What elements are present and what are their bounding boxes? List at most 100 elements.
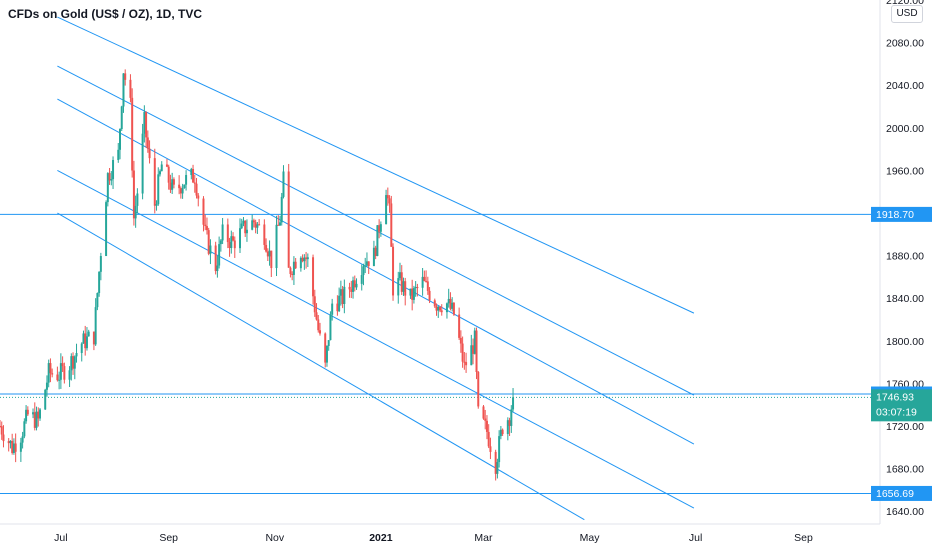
candle-body <box>94 307 97 345</box>
candle-body <box>263 224 266 245</box>
currency-button[interactable]: USD <box>891 5 923 23</box>
candle-body <box>9 440 12 444</box>
y-tick-label: 2040.00 <box>886 80 924 92</box>
candle-body <box>459 337 462 344</box>
candle-body <box>364 265 367 267</box>
price-line-tag <box>871 206 932 222</box>
candle-body <box>385 195 388 225</box>
candle-body <box>68 370 71 380</box>
candle-body <box>411 288 414 300</box>
candle-body <box>463 361 466 363</box>
candle-body <box>106 173 109 203</box>
time-axis: Jul Sep Nov 2021 Mar May Jul Sep <box>54 532 813 544</box>
candle-body <box>146 137 149 149</box>
candle-body <box>510 409 513 426</box>
candle-body <box>221 224 224 241</box>
candle-body <box>84 333 87 349</box>
candle-body <box>80 343 83 354</box>
candle-body <box>449 298 452 309</box>
candle-body <box>47 363 50 383</box>
candle-body <box>277 224 280 226</box>
candle-body <box>275 224 278 269</box>
candle-body <box>119 129 121 150</box>
candle-body <box>0 426 1 428</box>
candle-body <box>35 411 38 428</box>
candle-body <box>254 222 257 228</box>
candle-body <box>397 278 400 296</box>
y-tick-label: 1720.00 <box>886 421 924 433</box>
candle-body <box>75 353 78 357</box>
candle-body <box>214 245 217 272</box>
candle-body <box>159 171 161 175</box>
trend-line[interactable] <box>57 169 695 509</box>
candle-body <box>319 330 321 334</box>
y-tick-label: 1840.00 <box>886 293 924 305</box>
candle-body <box>392 246 395 296</box>
candle-body <box>58 379 61 381</box>
candle-body <box>232 236 235 241</box>
price-axis: 1640.001680.001720.001760.001800.001840.… <box>886 0 924 518</box>
trend-line[interactable] <box>57 16 695 314</box>
candle-body <box>252 220 255 223</box>
candle-body <box>465 362 468 366</box>
candle-body <box>280 196 283 223</box>
candle-body <box>167 166 170 183</box>
candle-body <box>485 420 488 432</box>
candle-body <box>169 182 172 190</box>
candle-body <box>14 443 17 452</box>
candle-body <box>439 306 441 311</box>
candle-body <box>165 164 168 167</box>
y-tick-label: 2080.00 <box>886 38 924 50</box>
candle-body <box>63 366 66 380</box>
candle-body <box>132 170 135 219</box>
candle-body <box>205 226 208 231</box>
candle-body <box>185 175 188 185</box>
candle-body <box>279 222 281 226</box>
candle-body <box>11 440 14 453</box>
candle-body <box>376 225 379 256</box>
candle-body <box>51 373 54 375</box>
trend-line[interactable] <box>57 65 695 396</box>
candle-body <box>112 159 115 180</box>
candle-body <box>425 280 428 282</box>
candle-body <box>37 411 40 419</box>
candle-body <box>268 250 271 257</box>
candle-body <box>218 244 221 266</box>
candle-body <box>45 382 48 390</box>
candle-body <box>362 266 365 276</box>
candle-body <box>49 363 52 374</box>
candle-body <box>299 257 302 269</box>
candle-body <box>183 184 186 189</box>
candle-body <box>365 261 368 266</box>
candle-body <box>265 244 268 252</box>
candle-body <box>404 281 407 296</box>
candle-body <box>475 330 478 373</box>
candle-body <box>39 409 41 419</box>
candle-body <box>25 409 28 422</box>
candle-body <box>496 462 499 474</box>
candle-body <box>72 356 75 369</box>
trend-line[interactable] <box>57 212 585 521</box>
x-tick-label: Jul <box>54 532 67 544</box>
candle-body <box>197 195 200 199</box>
x-tick-label: Mar <box>474 532 493 544</box>
candle-body <box>409 288 412 296</box>
candle-body <box>423 276 426 281</box>
candle-body <box>143 112 146 134</box>
candle-body <box>202 198 205 225</box>
candle-body <box>209 245 212 254</box>
candle-body <box>110 179 113 181</box>
candle-body <box>433 300 436 307</box>
candle-body <box>239 228 241 249</box>
candle-body <box>350 289 353 292</box>
candle-body <box>193 182 196 184</box>
candle-body <box>256 224 259 228</box>
candle-body <box>501 429 504 435</box>
y-tick-label: 1640.00 <box>886 506 924 518</box>
candle-body <box>7 441 10 444</box>
candle-body <box>461 343 464 362</box>
candle-body <box>87 331 90 337</box>
trend-line[interactable] <box>57 98 695 445</box>
candle-body <box>2 434 5 442</box>
